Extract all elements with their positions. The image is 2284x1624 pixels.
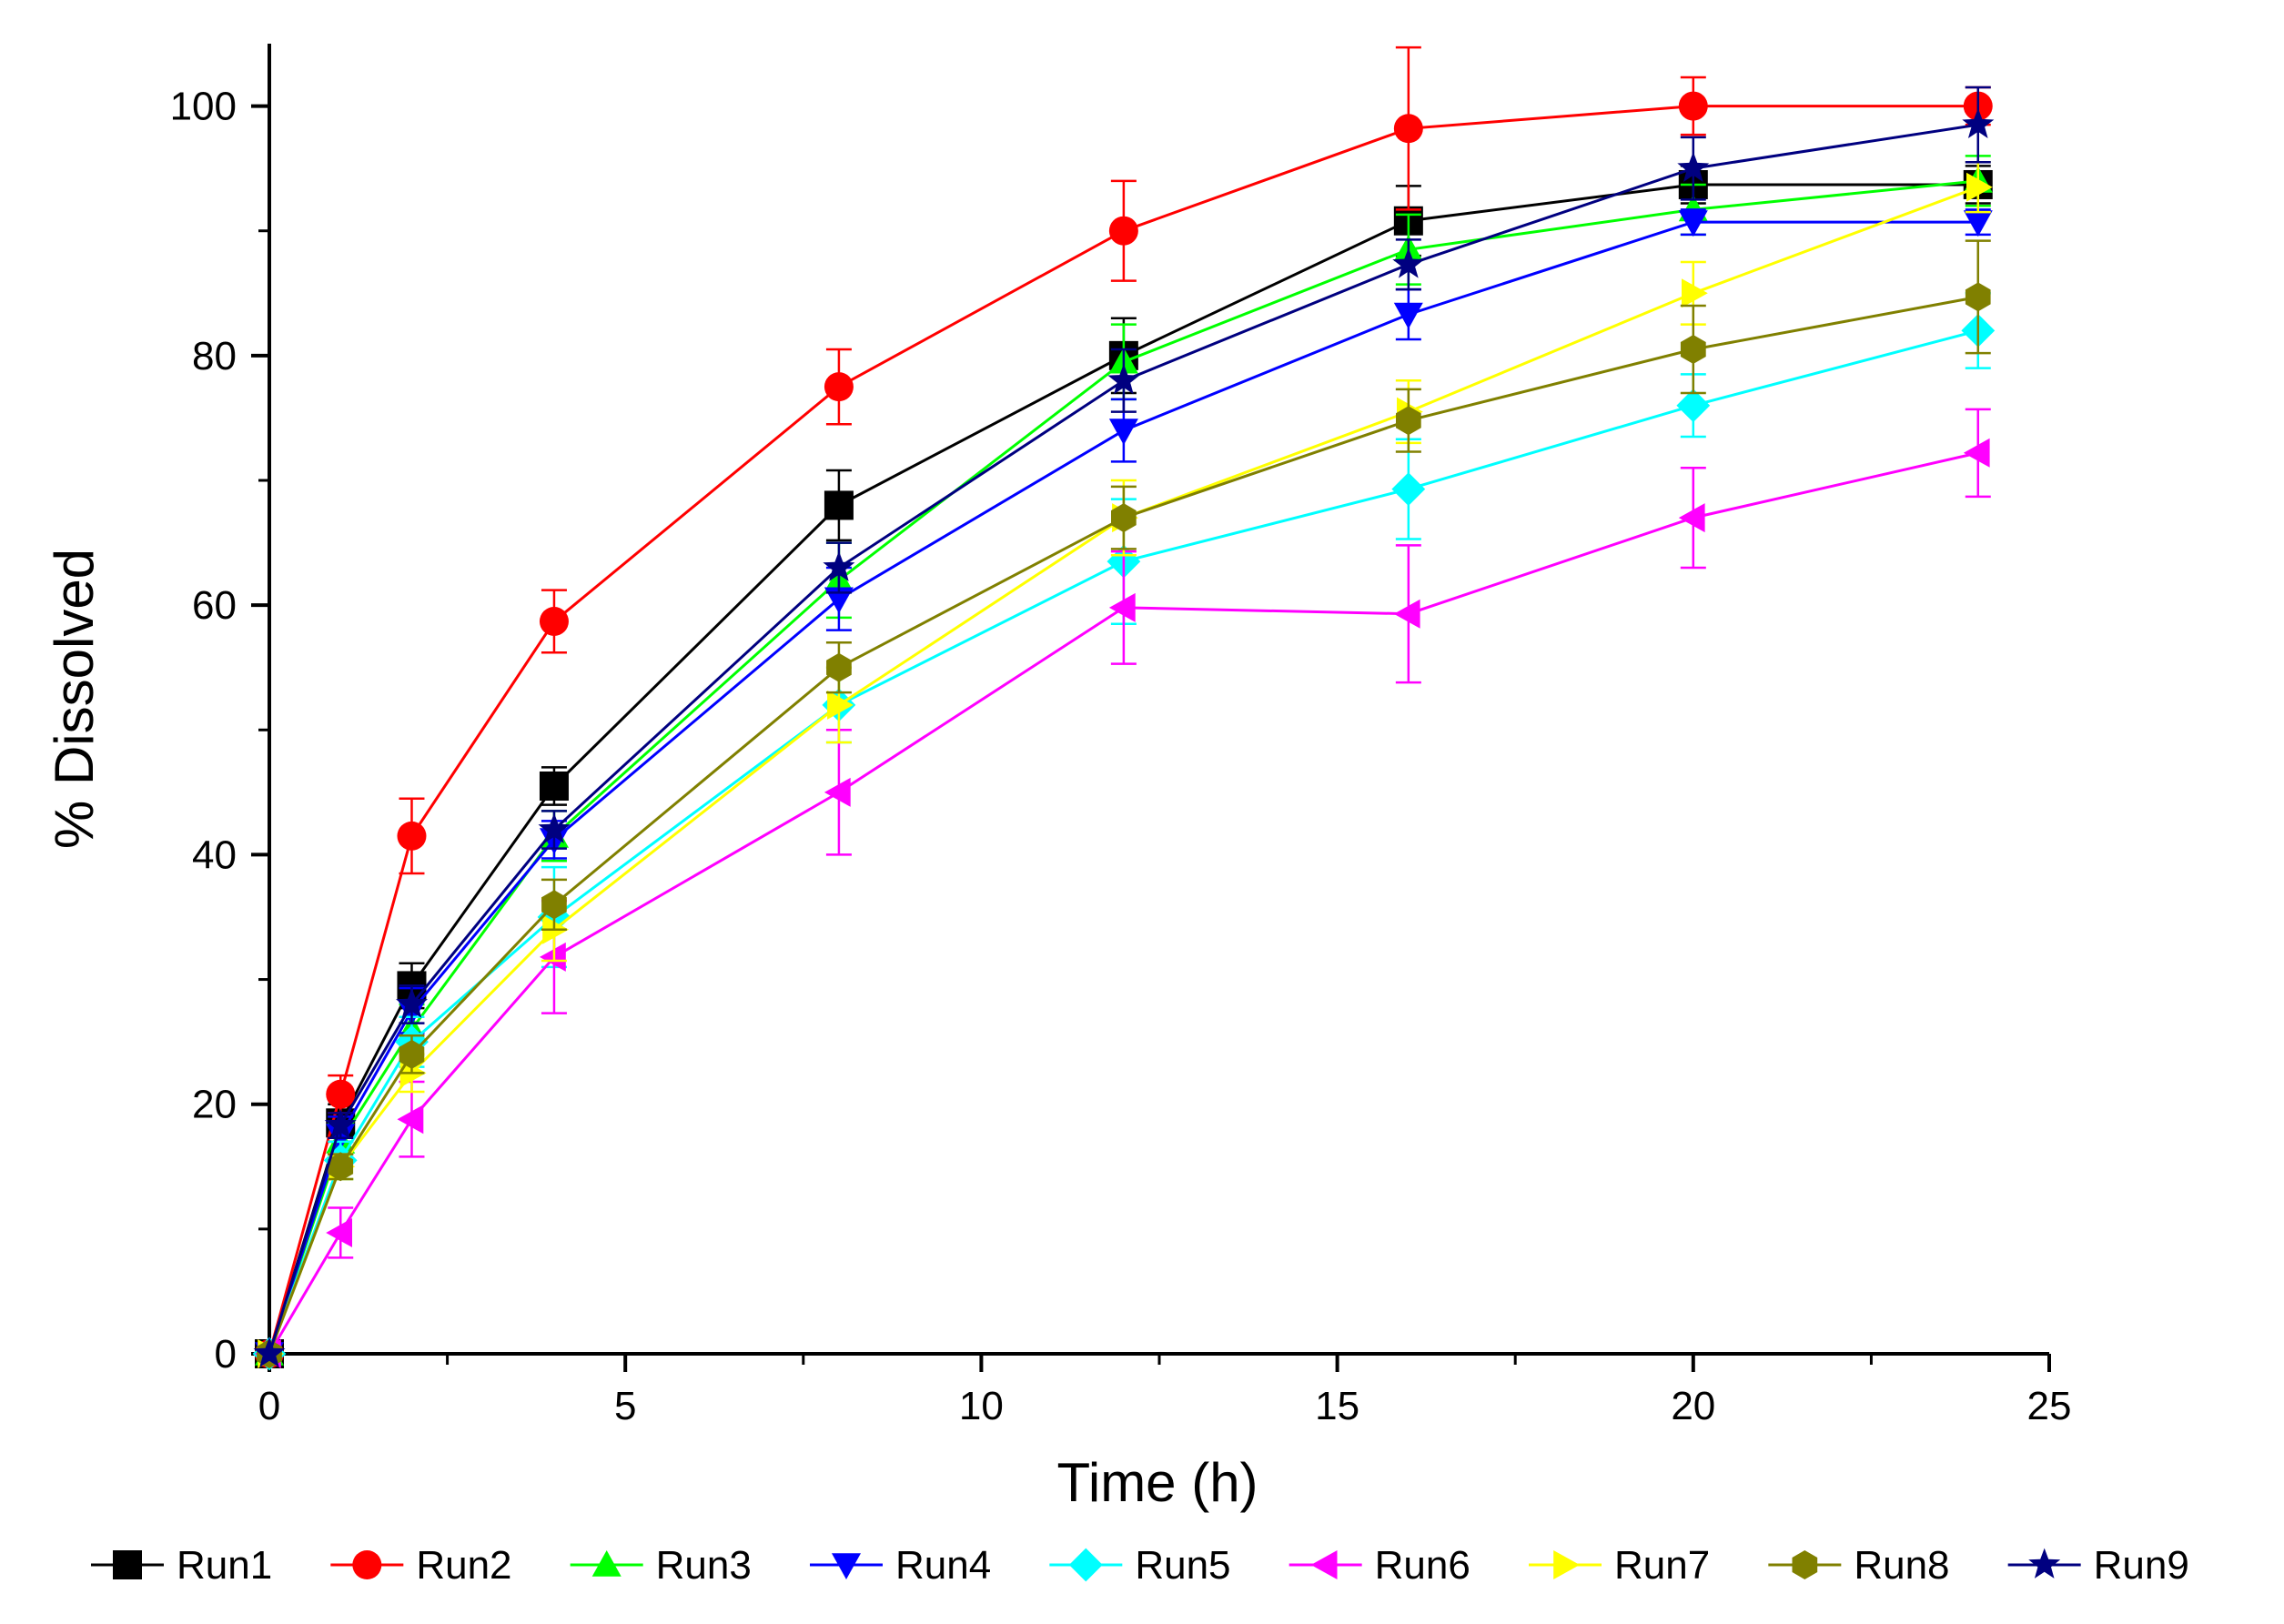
data-point-run8 bbox=[1396, 406, 1421, 436]
data-point-run2 bbox=[1108, 216, 1138, 246]
series-run8 bbox=[257, 239, 1991, 1368]
y-axis-ticks: 0 20 40 60 80 100 bbox=[170, 85, 269, 1377]
x-tick-label: 10 bbox=[959, 1384, 1004, 1428]
legend-label-run9: Run9 bbox=[2094, 1543, 2189, 1588]
data-point-run2 bbox=[397, 821, 427, 851]
data-point-run8 bbox=[1680, 335, 1706, 364]
data-point-run4 bbox=[1108, 419, 1138, 446]
data-point-run6 bbox=[824, 777, 851, 807]
legend-label-run2: Run2 bbox=[416, 1543, 511, 1588]
data-point-run9 bbox=[253, 1337, 286, 1367]
data-point-run4 bbox=[1393, 302, 1423, 329]
legend-item-run2: Run2 bbox=[330, 1543, 512, 1588]
legend-item-run8: Run8 bbox=[1768, 1543, 1950, 1588]
data-point-run4 bbox=[1963, 210, 1993, 237]
data-point-run9 bbox=[1677, 151, 1710, 182]
legend-marker-run7 bbox=[1553, 1550, 1580, 1579]
x-tick-label: 5 bbox=[614, 1384, 636, 1428]
data-point-run7 bbox=[1682, 278, 1708, 308]
x-tick-label: 0 bbox=[258, 1384, 280, 1428]
data-point-run8 bbox=[1111, 503, 1137, 533]
legend-item-run3: Run3 bbox=[570, 1543, 752, 1588]
data-point-run9 bbox=[538, 812, 571, 843]
data-point-run5 bbox=[1391, 472, 1426, 506]
data-point-run4 bbox=[1678, 210, 1708, 237]
y-tick-label: 60 bbox=[192, 583, 237, 628]
legend-marker-run3 bbox=[591, 1550, 622, 1577]
data-point-run2 bbox=[824, 372, 854, 402]
data-point-run6 bbox=[1393, 599, 1420, 629]
data-point-run7 bbox=[827, 690, 854, 720]
x-tick-label: 20 bbox=[1671, 1384, 1715, 1428]
data-point-run1 bbox=[539, 772, 569, 801]
data-point-run8 bbox=[826, 652, 852, 682]
legend-label-run6: Run6 bbox=[1375, 1543, 1470, 1588]
legend-item-run4: Run4 bbox=[810, 1543, 991, 1588]
data-point-run9 bbox=[823, 550, 855, 581]
data-point-run9 bbox=[1962, 107, 1995, 138]
x-tick-label: 15 bbox=[1315, 1384, 1359, 1428]
data-point-run9 bbox=[1107, 363, 1140, 395]
data-point-run2 bbox=[539, 606, 569, 636]
legend: Run1 Run2 Run3 Run4 Run5 Run6 Run7 Run8 Run9 bbox=[91, 1543, 2189, 1588]
legend-label-run3: Run3 bbox=[656, 1543, 752, 1588]
data-point-run2 bbox=[1678, 91, 1708, 121]
data-point-run6 bbox=[540, 942, 566, 972]
y-tick-label: 0 bbox=[215, 1332, 237, 1377]
series-run9 bbox=[253, 86, 1995, 1367]
y-tick-label: 20 bbox=[192, 1083, 237, 1127]
data-point-run9 bbox=[396, 987, 428, 1018]
legend-label-run5: Run5 bbox=[1135, 1543, 1230, 1588]
x-tick-label: 25 bbox=[2027, 1384, 2072, 1428]
data-point-run2 bbox=[1393, 114, 1423, 144]
data-point-run1 bbox=[824, 490, 854, 520]
legend-marker-run2 bbox=[352, 1550, 382, 1579]
legend-item-run6: Run6 bbox=[1289, 1543, 1470, 1588]
y-axis-title: % Dissolved bbox=[44, 549, 105, 849]
data-point-run6 bbox=[1678, 503, 1705, 533]
data-point-run6 bbox=[397, 1105, 424, 1135]
x-axis-title: Time (h) bbox=[1056, 1452, 1258, 1513]
data-point-run6 bbox=[326, 1218, 352, 1247]
legend-marker-run5 bbox=[1068, 1548, 1103, 1582]
data-point-run9 bbox=[1392, 247, 1425, 278]
legend-label-run4: Run4 bbox=[895, 1543, 991, 1588]
data-point-run6 bbox=[1963, 438, 1990, 468]
legend-marker-run9 bbox=[2028, 1548, 2061, 1579]
y-tick-label: 100 bbox=[170, 85, 237, 129]
legend-marker-run6 bbox=[1310, 1550, 1338, 1579]
legend-item-run7: Run7 bbox=[1529, 1543, 1710, 1588]
legend-marker-run1 bbox=[113, 1550, 142, 1579]
data-point-run9 bbox=[324, 1108, 357, 1139]
data-point-run8 bbox=[399, 1039, 425, 1069]
legend-item-run9: Run9 bbox=[2007, 1543, 2189, 1588]
legend-item-run1: Run1 bbox=[91, 1543, 272, 1588]
legend-marker-run8 bbox=[1792, 1550, 1818, 1579]
legend-label-run1: Run1 bbox=[177, 1543, 272, 1588]
legend-label-run8: Run8 bbox=[1854, 1543, 1949, 1588]
series-layer bbox=[252, 45, 1996, 1371]
legend-label-run7: Run7 bbox=[1614, 1543, 1710, 1588]
data-point-run8 bbox=[541, 890, 567, 920]
data-point-run7 bbox=[1966, 172, 1993, 202]
data-point-run2 bbox=[326, 1079, 356, 1109]
data-point-run4 bbox=[824, 587, 854, 614]
x-axis-ticks: 0 5 10 15 20 25 bbox=[258, 1354, 2072, 1428]
legend-item-run5: Run5 bbox=[1049, 1543, 1231, 1588]
data-point-run5 bbox=[1676, 388, 1711, 423]
data-point-run8 bbox=[1965, 282, 1991, 312]
y-tick-label: 80 bbox=[192, 334, 237, 378]
y-tick-label: 40 bbox=[192, 832, 237, 877]
data-point-run8 bbox=[328, 1152, 354, 1182]
plot-area: 0 5 10 15 20 25 0 20 40 60 80 100 bbox=[170, 44, 2072, 1428]
legend-marker-run4 bbox=[832, 1553, 861, 1579]
data-point-run6 bbox=[1108, 592, 1136, 622]
